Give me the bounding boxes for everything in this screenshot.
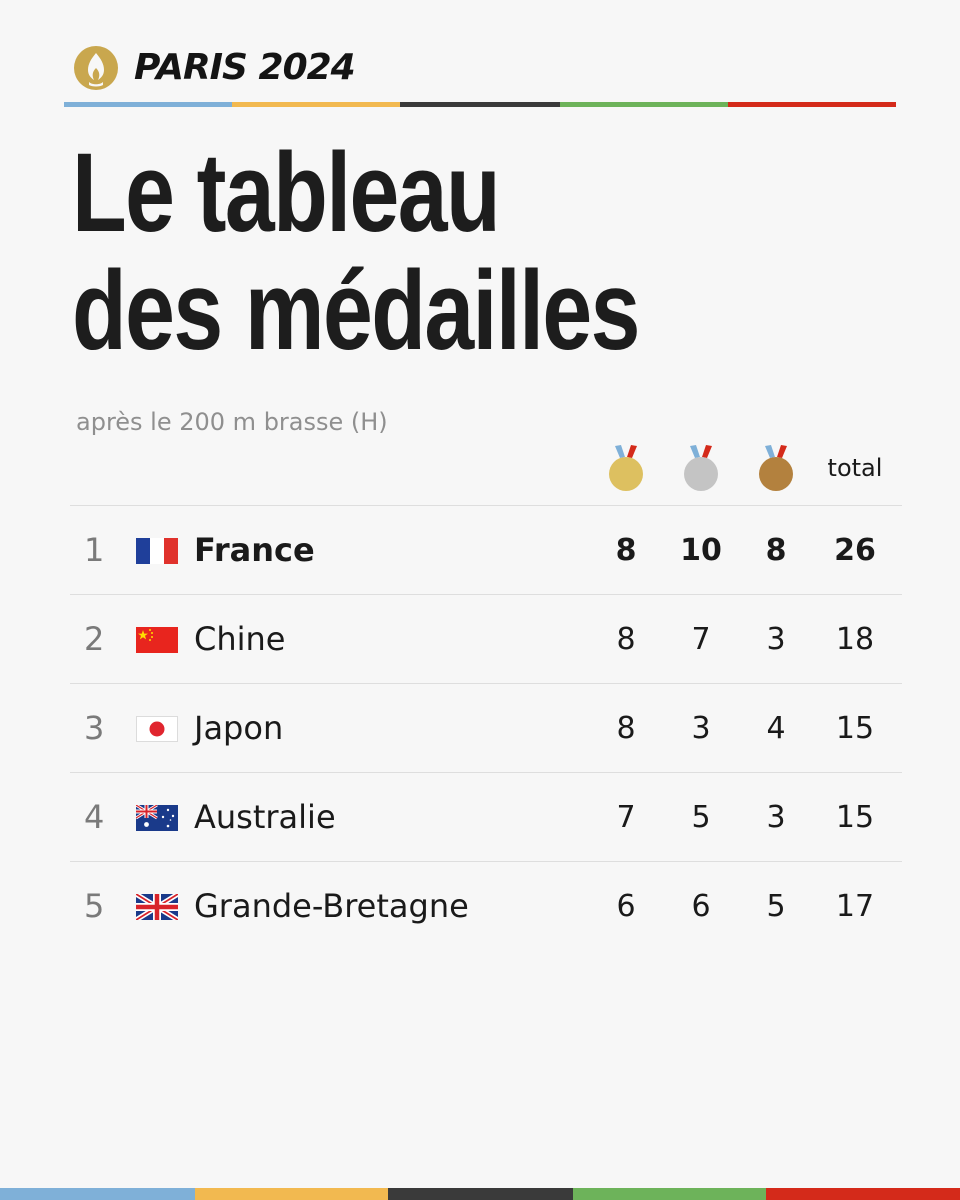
bronze-count: 3 [766, 800, 786, 835]
bronze-count: 8 [765, 533, 787, 568]
gold-count: 8 [616, 622, 636, 657]
bronze-medal-icon [759, 445, 793, 491]
total-count: 17 [835, 889, 875, 924]
country-name: France [194, 531, 315, 569]
silver-count: 3 [691, 711, 711, 746]
great-britain-flag-icon [136, 894, 178, 920]
silver-count: 10 [680, 533, 722, 568]
country-name: Japon [194, 709, 284, 747]
rank: 1 [84, 531, 105, 569]
australia-flag-icon [136, 805, 178, 831]
gold-count: 8 [616, 711, 636, 746]
rank: 2 [84, 620, 105, 658]
subtitle: après le 200 m brasse (H) [76, 408, 388, 436]
gold-column-header [590, 442, 662, 494]
silver-count: 7 [691, 622, 711, 657]
total-count: 18 [835, 622, 875, 657]
silver-count: 5 [691, 800, 711, 835]
bronze-count: 4 [766, 711, 786, 746]
brand-header: PARIS 2024 [72, 42, 356, 94]
table-row: 4 Australie 7 5 3 15 [70, 772, 902, 861]
rank: 5 [84, 887, 105, 925]
gold-count: 6 [616, 889, 636, 924]
title-line-2: des médailles [72, 248, 640, 373]
paris-2024-flame-logo-icon [74, 46, 118, 90]
france-flag-icon [136, 538, 178, 564]
total-count: 26 [834, 533, 876, 568]
page-title: Le tableau des médailles [72, 130, 640, 373]
title-line-1: Le tableau [72, 130, 501, 255]
silver-medal-icon [684, 445, 718, 491]
bronze-count: 5 [766, 889, 786, 924]
country-name: Chine [194, 620, 286, 658]
table-row: 2 Chine 8 7 3 18 [70, 594, 902, 683]
silver-count: 6 [691, 889, 711, 924]
gold-count: 7 [616, 800, 636, 835]
country-name: Grande-Bretagne [194, 887, 469, 925]
table-row: 1 France 8 10 8 26 [70, 505, 902, 594]
olympic-color-stripe [64, 102, 896, 107]
table-row: 5 Grande-Bretagne 6 6 5 17 [70, 861, 902, 950]
total-count: 15 [835, 711, 875, 746]
total-count: 15 [835, 800, 875, 835]
china-flag-icon [136, 627, 178, 653]
gold-count: 8 [615, 533, 637, 568]
medal-table: 1 France 8 10 8 26 2 Chine 8 7 3 18 3 [70, 505, 902, 950]
japan-flag-icon [136, 716, 178, 742]
rank: 3 [84, 709, 105, 747]
country-name: Australie [194, 798, 336, 836]
silver-column-header [665, 442, 737, 494]
rank: 4 [84, 798, 105, 836]
total-column-header: total [827, 454, 883, 482]
bronze-count: 3 [766, 622, 786, 657]
bronze-column-header [740, 442, 812, 494]
brand-name: PARIS 2024 [134, 47, 356, 88]
bottom-color-stripe [0, 1188, 960, 1200]
table-row: 3 Japon 8 3 4 15 [70, 683, 902, 772]
gold-medal-icon [609, 445, 643, 491]
